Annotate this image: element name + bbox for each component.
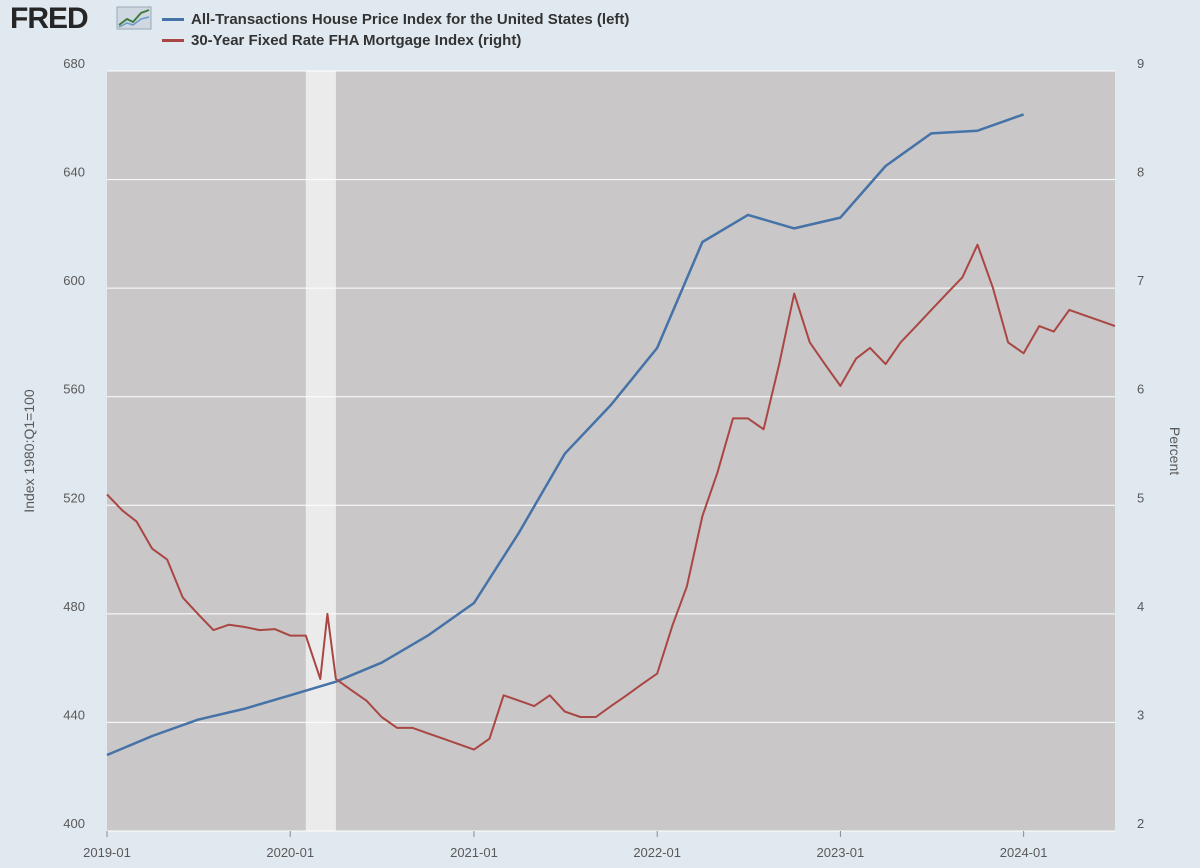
plot-area: [107, 71, 1115, 831]
y-left-tick-label-560: 560: [63, 382, 85, 397]
chart-legend: All-Transactions House Price Index for t…: [162, 9, 629, 51]
y-right-tick-label-8: 8: [1137, 165, 1144, 180]
recession-shading: [305, 71, 336, 831]
legend-swatch-house-price: [162, 18, 184, 21]
legend-swatch-fha-rate: [162, 39, 184, 42]
y-left-tick-label-480: 480: [63, 599, 85, 614]
y-right-tick-label-3: 3: [1137, 707, 1144, 722]
y-left-tick-label-680: 680: [63, 56, 85, 71]
y-left-tick-label-400: 400: [63, 816, 85, 831]
y-right-tick-label-7: 7: [1137, 273, 1144, 288]
y-left-tick-label-440: 440: [63, 707, 85, 722]
chart-trend-icon: [116, 6, 152, 30]
y-left-tick-label-520: 520: [63, 490, 85, 505]
y-left-tick-label-640: 640: [63, 165, 85, 180]
fred-logo[interactable]: FRED: [10, 2, 89, 36]
fred-logo-text: FRED: [10, 2, 89, 35]
legend-label-house-price: All-Transactions House Price Index for t…: [191, 11, 630, 28]
x-tick-label-2019-01: 2019-01: [83, 845, 131, 860]
y-right-tick-label-4: 4: [1137, 599, 1144, 614]
legend-entry-fha-rate[interactable]: 30-Year Fixed Rate FHA Mortgage Index (r…: [162, 30, 629, 51]
y-right-tick-label-2: 2: [1137, 816, 1144, 831]
legend-entry-house-price[interactable]: All-Transactions House Price Index for t…: [162, 9, 629, 30]
legend-label-fha-rate: 30-Year Fixed Rate FHA Mortgage Index (r…: [191, 32, 522, 49]
y-right-tick-label-5: 5: [1137, 490, 1144, 505]
x-tick-label-2021-01: 2021-01: [450, 845, 498, 860]
y-right-axis-title: Percent: [1167, 427, 1183, 475]
y-right-tick-label-9: 9: [1137, 56, 1144, 71]
y-left-axis-title: Index 1980:Q1=100: [21, 389, 37, 513]
x-tick-label-2024-01: 2024-01: [1000, 845, 1048, 860]
series-line-fha-rate[interactable]: [106, 243, 1116, 751]
x-tick-label-2020-01: 2020-01: [266, 845, 314, 860]
x-tick-label-2023-01: 2023-01: [817, 845, 865, 860]
series-line-house-price[interactable]: [106, 113, 1025, 757]
y-right-tick-label-6: 6: [1137, 382, 1144, 397]
x-tick-label-2022-01: 2022-01: [633, 845, 681, 860]
y-left-tick-label-600: 600: [63, 273, 85, 288]
